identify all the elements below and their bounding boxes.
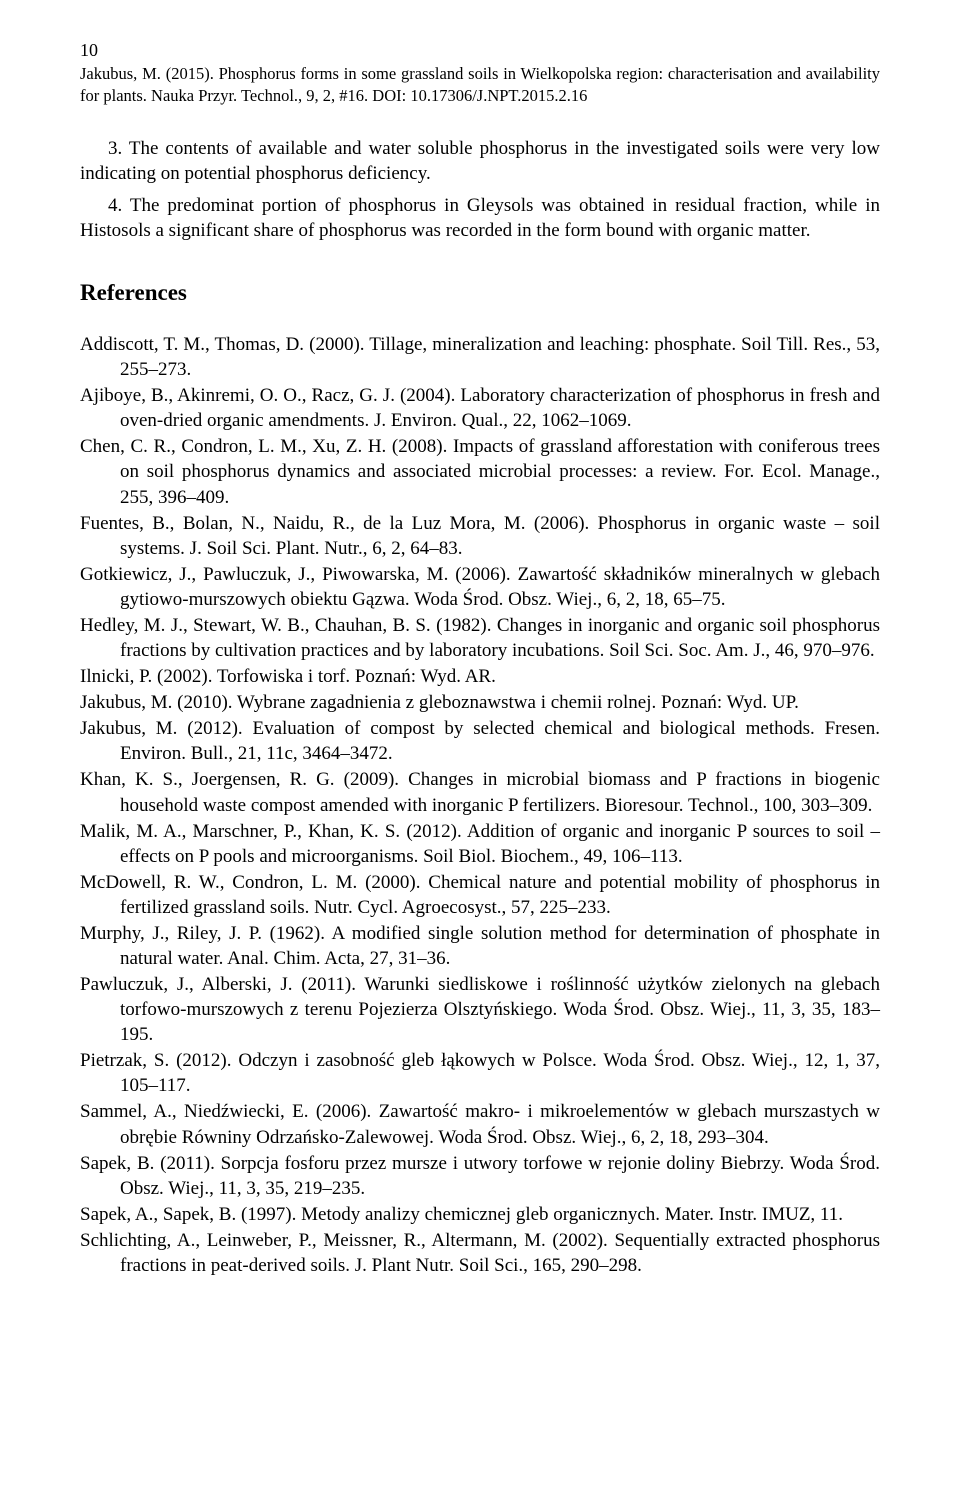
reference-entry: Malik, M. A., Marschner, P., Khan, K. S.… xyxy=(80,819,880,869)
reference-entry: Pietrzak, S. (2012). Odczyn i zasobność … xyxy=(80,1048,880,1098)
references-heading: References xyxy=(80,280,880,306)
body-paragraph: 4. The predominat portion of phosphorus … xyxy=(80,193,880,244)
reference-entry: Fuentes, B., Bolan, N., Naidu, R., de la… xyxy=(80,511,880,561)
reference-entry: Gotkiewicz, J., Pawluczuk, J., Piwowarsk… xyxy=(80,562,880,612)
reference-entry: Addiscott, T. M., Thomas, D. (2000). Til… xyxy=(80,332,880,382)
reference-entry: Ajiboye, B., Akinremi, O. O., Racz, G. J… xyxy=(80,383,880,433)
reference-entry: Khan, K. S., Joergensen, R. G. (2009). C… xyxy=(80,767,880,817)
reference-entry: Sammel, A., Niedźwiecki, E. (2006). Zawa… xyxy=(80,1099,880,1149)
reference-entry: Jakubus, M. (2010). Wybrane zagadnienia … xyxy=(80,690,880,715)
page-number: 10 xyxy=(80,40,880,61)
reference-entry: Ilnicki, P. (2002). Torfowiska i torf. P… xyxy=(80,664,880,689)
page-container: 10 Jakubus, M. (2015). Phosphorus forms … xyxy=(0,0,960,1339)
reference-entry: Jakubus, M. (2012). Evaluation of compos… xyxy=(80,716,880,766)
reference-entry: Sapek, B. (2011). Sorpcja fosforu przez … xyxy=(80,1151,880,1201)
reference-entry: Hedley, M. J., Stewart, W. B., Chauhan, … xyxy=(80,613,880,663)
running-head: Jakubus, M. (2015). Phosphorus forms in … xyxy=(80,63,880,108)
reference-entry: Chen, C. R., Condron, L. M., Xu, Z. H. (… xyxy=(80,434,880,509)
body-paragraph: 3. The contents of available and water s… xyxy=(80,136,880,187)
reference-entry: Murphy, J., Riley, J. P. (1962). A modif… xyxy=(80,921,880,971)
reference-entry: McDowell, R. W., Condron, L. M. (2000). … xyxy=(80,870,880,920)
reference-entry: Schlichting, A., Leinweber, P., Meissner… xyxy=(80,1228,880,1278)
reference-entry: Sapek, A., Sapek, B. (1997). Metody anal… xyxy=(80,1202,880,1227)
reference-entry: Pawluczuk, J., Alberski, J. (2011). Waru… xyxy=(80,972,880,1047)
